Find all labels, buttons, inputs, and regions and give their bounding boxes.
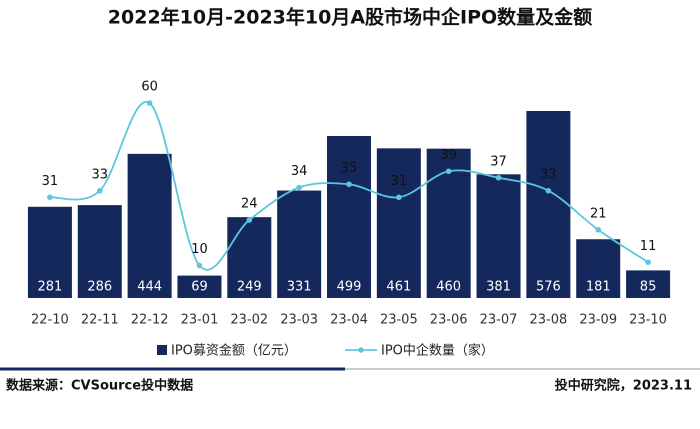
- chart-title: 2022年10月-2023年10月A股市场中企IPO数量及金额: [108, 6, 592, 29]
- line-value-label: 33: [91, 167, 108, 182]
- line-point: [545, 187, 552, 194]
- line: [49, 100, 649, 271]
- line-value-label: 11: [640, 239, 657, 254]
- bar-value-label: 444: [137, 280, 162, 295]
- line-point: [396, 194, 402, 201]
- x-tick-label: 22-10: [31, 313, 69, 328]
- x-tick-label: 23-05: [380, 313, 418, 328]
- x-tick-label: 23-09: [579, 313, 617, 328]
- line-value-label: 60: [141, 80, 158, 95]
- bar-value-label: 286: [87, 280, 112, 295]
- bar-value-label: 85: [640, 280, 657, 295]
- line-point: [47, 194, 53, 201]
- bar: [526, 111, 571, 298]
- bar-value-label: 381: [486, 280, 511, 295]
- line-value-label: 21: [590, 206, 607, 221]
- line-point: [445, 168, 452, 175]
- source-note: 数据来源：CVSource投中数据: [6, 378, 193, 394]
- legend-label: IPO中企数量（家）: [381, 343, 494, 359]
- line-point: [296, 184, 302, 191]
- bar-value-label: 461: [386, 280, 411, 295]
- bar: [327, 135, 371, 298]
- line-point: [645, 259, 651, 266]
- line-value-label: 37: [490, 154, 507, 169]
- line-value-label: 24: [241, 197, 258, 212]
- legend-label: IPO募资金额（亿元）: [171, 343, 297, 359]
- x-tick-label: 23-08: [529, 313, 567, 328]
- line-value-label: 35: [341, 161, 358, 176]
- x-tick-label: 23-01: [181, 313, 219, 328]
- bar-value-label: 69: [191, 280, 208, 295]
- bar: [177, 275, 222, 298]
- line-value-label: 31: [391, 174, 408, 189]
- x-tick-label: 23-10: [629, 313, 667, 328]
- line-point: [146, 100, 153, 106]
- bar: [626, 270, 671, 298]
- bar-value-label: 249: [237, 280, 262, 295]
- x-tick-label: 22-11: [81, 313, 119, 328]
- bar-value-label: 499: [337, 280, 362, 295]
- bar-value-label: 181: [586, 280, 611, 295]
- bar: [27, 206, 72, 298]
- line-point: [196, 262, 203, 269]
- line-value-label: 31: [42, 174, 59, 189]
- bar-value-label: 331: [287, 280, 312, 295]
- line-point: [96, 187, 103, 194]
- line-value-label: 39: [440, 148, 457, 163]
- line-point: [246, 217, 253, 223]
- bar: [77, 205, 122, 298]
- line-value-label: 10: [191, 242, 208, 257]
- bar-value-label: 576: [536, 280, 561, 295]
- bar-value-label: 460: [436, 280, 461, 295]
- bar: [127, 153, 172, 298]
- line-value-label: 34: [291, 164, 308, 179]
- x-tick-label: 22-12: [131, 313, 169, 328]
- line-value-label: 33: [540, 167, 557, 182]
- credit-note: 投中研究院，2023.11: [555, 378, 692, 394]
- bar-value-label: 281: [38, 280, 63, 295]
- x-tick-label: 23-04: [330, 313, 368, 328]
- legend-swatch: [358, 347, 364, 353]
- line-point: [495, 174, 502, 181]
- x-tick-label: 23-02: [230, 313, 268, 328]
- x-tick-label: 23-06: [430, 313, 468, 328]
- bar: [376, 148, 421, 298]
- line-point: [595, 226, 602, 233]
- bar: [576, 239, 621, 298]
- legend-swatch: [157, 345, 167, 355]
- bar: [227, 217, 272, 298]
- x-tick-label: 23-07: [480, 313, 518, 328]
- bar: [277, 190, 322, 298]
- x-tick-label: 23-03: [280, 313, 318, 328]
- line-point: [346, 181, 352, 188]
- bar: [476, 174, 521, 298]
